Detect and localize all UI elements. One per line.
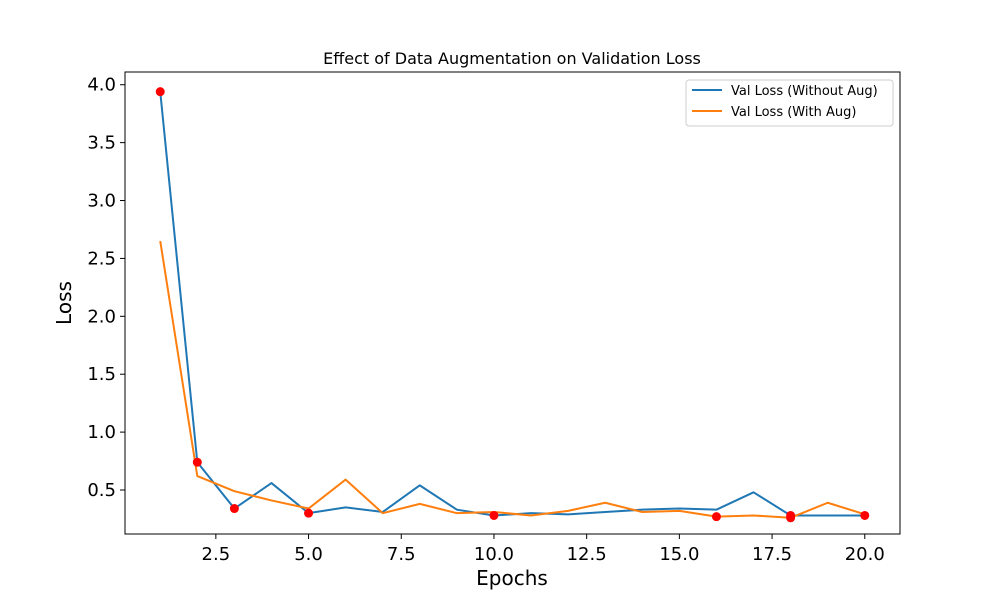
- legend: Val Loss (Without Aug) Val Loss (With Au…: [685, 79, 894, 127]
- y-axis-label: Loss: [52, 281, 76, 325]
- x-tick-label: 12.5: [567, 544, 607, 565]
- highlight-marker: [786, 513, 796, 523]
- chart-title: Effect of Data Augmentation on Validatio…: [323, 49, 701, 68]
- x-axis: 2.5 5.0 7.5 10.0 12.5 15.0 17.5 20.0: [202, 534, 885, 565]
- x-axis-label: Epochs: [476, 566, 548, 590]
- highlight-marker: [489, 510, 499, 520]
- y-tick-label: 4.0: [87, 75, 116, 96]
- y-tick-label: 0.5: [87, 480, 116, 501]
- y-tick-label: 3.0: [87, 191, 116, 212]
- plot-frame: [124, 71, 901, 535]
- series-layer: [159, 91, 866, 519]
- x-tick-label: 15.0: [659, 544, 699, 565]
- y-tick-label: 2.0: [87, 306, 116, 327]
- y-tick-label: 2.5: [87, 248, 116, 269]
- series-line-with-aug: [159, 240, 866, 519]
- highlight-marker: [192, 457, 202, 467]
- marker-layer: [155, 87, 870, 523]
- y-tick-label: 1.0: [87, 422, 116, 443]
- y-axis: 0.5 1.0 1.5 2.0 2.5 3.0 3.5 4.0: [87, 75, 125, 501]
- y-tick-label: 1.5: [87, 364, 116, 385]
- x-tick-label: 2.5: [202, 544, 231, 565]
- legend-label-without-aug: Val Loss (Without Aug): [731, 84, 878, 99]
- x-tick-label: 5.0: [294, 544, 323, 565]
- x-tick-label: 7.5: [387, 544, 416, 565]
- y-tick-label: 3.5: [87, 133, 116, 154]
- highlight-marker: [229, 504, 239, 514]
- x-tick-label: 20.0: [845, 544, 885, 565]
- highlight-marker: [304, 508, 314, 518]
- legend-label-with-aug: Val Loss (With Aug): [731, 105, 856, 120]
- highlight-marker: [860, 510, 870, 520]
- x-tick-label: 17.5: [752, 544, 792, 565]
- legend-box: [685, 79, 894, 127]
- x-tick-label: 10.0: [474, 544, 514, 565]
- highlight-marker: [711, 512, 721, 522]
- highlight-marker: [155, 87, 165, 97]
